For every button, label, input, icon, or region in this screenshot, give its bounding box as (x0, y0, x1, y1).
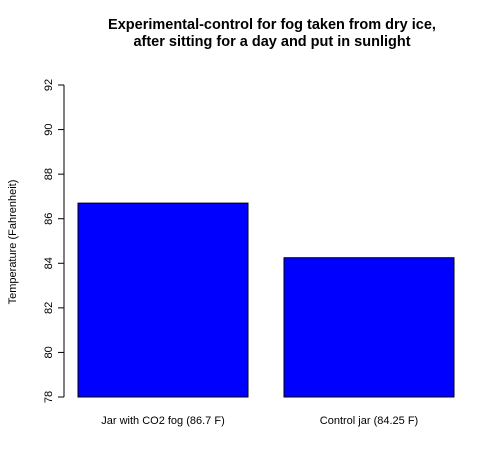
y-tick-label: 86 (43, 213, 55, 225)
bar (77, 202, 249, 398)
y-tick-label: 90 (43, 123, 55, 135)
chart-title-line: after sitting for a day and put in sunli… (133, 34, 410, 50)
y-axis: 78 80 82 84 86 88 90 92 (43, 79, 65, 403)
chart-title-line: Experimental-control for fog taken from … (108, 17, 436, 33)
bars (77, 202, 455, 398)
bar (283, 257, 455, 398)
category-label: Control jar (84.25 F) (320, 415, 418, 427)
y-tick-label: 78 (43, 391, 55, 403)
y-tick-label: 82 (43, 302, 55, 314)
y-axis-label: Temperature (Fahrenheit) (7, 180, 19, 305)
y-tick-label: 92 (43, 79, 55, 91)
category-labels: Jar with CO2 fog (86.7 F) Control jar (84… (101, 415, 418, 427)
chart-title: Experimental-control for fog taken from … (108, 17, 436, 50)
y-tick-label: 88 (43, 168, 55, 180)
y-tick-label: 84 (43, 257, 55, 269)
category-label: Jar with CO2 fog (86.7 F) (101, 415, 225, 427)
y-tick-label: 80 (43, 346, 55, 358)
